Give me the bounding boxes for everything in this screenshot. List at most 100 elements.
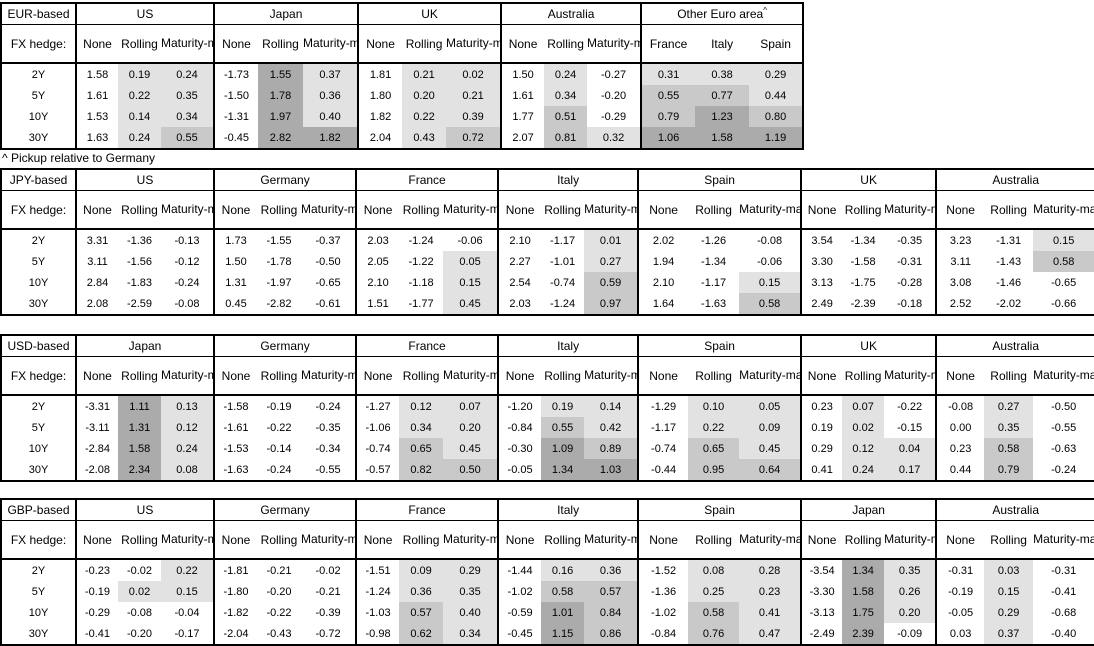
value-cell: 3.54 xyxy=(800,229,843,251)
country-name: UK xyxy=(421,7,438,21)
value-cell: 0.59 xyxy=(584,272,639,293)
hedge-col-header: Maturity-matched xyxy=(443,520,499,560)
value-cell: 0.64 xyxy=(739,459,802,481)
value-cell: -0.74 xyxy=(637,438,689,459)
value-cell: 2.49 xyxy=(800,293,843,315)
value-cell: -0.17 xyxy=(174,627,200,640)
country-name: Germany xyxy=(260,503,310,517)
tenor-label: 5Y xyxy=(31,255,46,268)
value-cell: -1.06 xyxy=(355,417,400,438)
country-header: Australia xyxy=(935,335,1094,357)
value-cell: -0.18 xyxy=(897,297,923,310)
value-cell: 0.32 xyxy=(587,127,642,149)
value-cell: 0.03 xyxy=(984,559,1034,581)
value-cell: 1.63 xyxy=(75,127,118,149)
value-cell: 1.19 xyxy=(749,127,804,149)
hedge-col-header: Rolling xyxy=(257,190,302,230)
value-cell: -0.02 xyxy=(315,564,341,577)
value-cell: -0.66 xyxy=(1051,297,1077,310)
value-cell: -1.80 xyxy=(213,581,258,602)
value-cell: 0.15 xyxy=(1033,229,1094,251)
value-cell: 0.72 xyxy=(446,127,502,149)
gbp-based-table: GBP-based US Germany France Italy Spain Japan A… xyxy=(0,498,1094,646)
hedge-col-header: Maturity-matched xyxy=(446,24,502,64)
value-cell: -0.40 xyxy=(1051,627,1077,640)
fx-hedge-label: FX hedge: xyxy=(1,356,76,396)
value-cell: 0.51 xyxy=(544,106,588,127)
value-cell: -0.74 xyxy=(550,276,576,289)
jpy-based-table: JPY-based US Germany France Italy Spain UK Aust… xyxy=(0,168,1094,316)
value-cell: 0.23 xyxy=(800,395,843,417)
value-cell: -1.50 xyxy=(213,85,259,106)
value-cell: -0.39 xyxy=(315,606,341,619)
tenor-label: 2Y xyxy=(31,400,46,413)
value-cell: 0.81 xyxy=(544,127,588,149)
value-cell: 0.14 xyxy=(584,395,639,417)
value-cell: 0.19 xyxy=(541,395,585,417)
value-cell: -0.63 xyxy=(1051,442,1077,455)
country-header: Australia xyxy=(935,499,1094,521)
value-cell: 1.94 xyxy=(637,251,689,272)
value-cell: 2.10 xyxy=(637,272,689,293)
value-cell: 3.23 xyxy=(935,229,985,251)
value-cell: -1.34 xyxy=(701,255,727,268)
fx-hedge-label: FX hedge: xyxy=(1,520,76,560)
value-cell: -0.08 xyxy=(174,297,200,310)
hedge-col-header: Rolling xyxy=(399,190,444,230)
value-cell: 1.50 xyxy=(500,63,545,85)
value-cell: -3.13 xyxy=(800,602,843,623)
value-cell: -0.34 xyxy=(315,442,341,455)
hedge-col-header: Maturity-matched xyxy=(161,190,215,230)
hedge-col-header: Maturity-matched xyxy=(884,520,937,560)
value-cell: 1.80 xyxy=(357,85,403,106)
value-cell: -1.61 xyxy=(213,417,258,438)
value-cell: -0.05 xyxy=(497,459,542,481)
hedge-col-header: None xyxy=(497,520,542,560)
country-header: Japan xyxy=(800,499,937,521)
value-cell: 0.82 xyxy=(399,459,444,481)
hedge-col-header: Rolling xyxy=(118,356,161,396)
value-cell: 0.34 xyxy=(443,623,499,645)
tenor-label: 10Y xyxy=(28,606,49,619)
value-cell: -0.20 xyxy=(126,627,153,640)
value-cell: 0.15 xyxy=(161,581,215,602)
value-cell: 3.13 xyxy=(800,272,843,293)
value-cell: -0.31 xyxy=(1051,564,1077,577)
country-name: Spain xyxy=(704,173,735,187)
value-cell: -0.43 xyxy=(266,627,292,640)
hedge-col-header: Maturity-matched xyxy=(303,24,359,64)
value-cell: 0.38 xyxy=(695,63,750,85)
hedge-col-header: None xyxy=(213,356,258,396)
value-cell: -1.55 xyxy=(266,234,292,247)
value-cell: 3.08 xyxy=(935,272,985,293)
country-header: France xyxy=(355,169,499,191)
value-cell: 0.35 xyxy=(984,417,1034,438)
value-cell: 1.09 xyxy=(541,438,585,459)
value-cell: -0.55 xyxy=(315,463,341,476)
country-name: Japan xyxy=(269,7,303,21)
value-cell: 1.23 xyxy=(695,106,750,127)
eur-based-table: EUR-based US Japan UK Australia Other Euro ar… xyxy=(0,2,1094,150)
value-cell: -1.34 xyxy=(850,234,876,247)
value-cell: 0.02 xyxy=(842,417,885,438)
value-cell: -3.54 xyxy=(800,559,843,581)
value-cell: 2.07 xyxy=(500,127,545,149)
country-header: Italy xyxy=(497,335,639,357)
usd-based-table: USD-based Japan Germany France Italy Spain UK A… xyxy=(0,334,1094,482)
country-header: Italy xyxy=(497,499,639,521)
value-cell: 0.36 xyxy=(399,581,444,602)
value-cell: 2.04 xyxy=(357,127,403,149)
value-cell: -1.77 xyxy=(408,297,434,310)
tenor-label: 10Y xyxy=(28,276,49,289)
data-table: JPY-based US Germany France Italy Spain UK Aust… xyxy=(0,168,1094,316)
value-cell: 0.12 xyxy=(161,417,215,438)
data-table: GBP-based US Germany France Italy Spain Japan A… xyxy=(0,498,1094,646)
value-cell: -1.24 xyxy=(408,234,434,247)
hedge-col-header: Maturity-matched xyxy=(1033,356,1094,396)
value-cell: -2.04 xyxy=(213,623,258,645)
value-cell: -2.08 xyxy=(75,459,118,481)
value-cell: -1.56 xyxy=(126,255,153,268)
value-cell: 0.58 xyxy=(984,438,1034,459)
value-cell: 0.58 xyxy=(1033,251,1094,272)
value-cell: 0.05 xyxy=(739,395,802,417)
